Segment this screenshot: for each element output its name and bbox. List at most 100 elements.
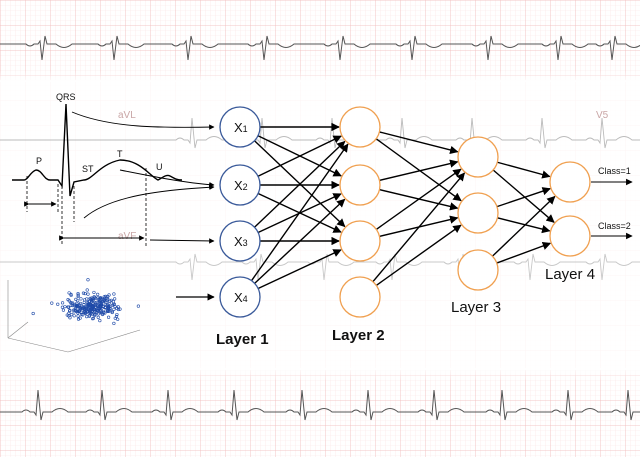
input-label-x1: X1 (234, 120, 248, 135)
scatter-point (89, 311, 93, 315)
scatter-point (83, 311, 87, 315)
scatter-point (92, 290, 96, 295)
l2-l3-edge-3-0 (372, 172, 466, 283)
input-node-x4: X4 (219, 276, 261, 318)
ecg-waveform (12, 103, 183, 197)
center-fade-panel (0, 80, 640, 370)
interval-arrows (24, 201, 145, 241)
scatter-point (93, 313, 97, 317)
scatter-point (107, 293, 111, 297)
scatter-point (67, 305, 71, 309)
layer2-node-4 (339, 276, 381, 318)
lead-label-avf: aVF (118, 231, 136, 242)
l1-l2-edge-3-1 (254, 198, 346, 284)
wave-label-u: U (156, 162, 163, 172)
scatter-point (85, 297, 89, 301)
scatter-point (107, 306, 111, 310)
ecg-trace-bottom (0, 389, 640, 421)
l2-l3-edge-3-1 (375, 224, 462, 286)
scatter-point (60, 301, 65, 305)
layer2-node-2 (339, 164, 381, 206)
scatter-point (79, 297, 83, 301)
scatter-point (96, 312, 101, 316)
scatter-point (81, 291, 86, 295)
l1-l2-edge-3-0 (250, 143, 349, 282)
feature-arrows (71, 111, 215, 301)
l3-l4-edge-0-0 (497, 161, 551, 179)
scatter-point (88, 305, 93, 309)
scatter-point (92, 303, 96, 307)
ecg-trace-middle-2 (0, 253, 640, 281)
scatter-point (106, 315, 111, 319)
scatter-point (114, 314, 119, 319)
input-label-x4: X4 (234, 290, 248, 305)
lead-label-v5: V5 (596, 110, 609, 121)
layer-label-2: Layer 2 (332, 327, 385, 344)
scatter-point (87, 302, 91, 307)
scatter-point (101, 312, 105, 317)
scatter-point (113, 305, 117, 309)
layer-label-4: Layer 4 (545, 266, 595, 283)
l3-l4-edge-2-0 (491, 195, 556, 257)
l3-l4-edge-2-1 (496, 241, 552, 264)
scatter-point (79, 310, 83, 314)
wave-label-st: ST (82, 164, 94, 174)
scatter-point (61, 308, 66, 312)
network-connections (250, 122, 556, 290)
scatter-point (111, 300, 116, 304)
scatter-point (69, 303, 73, 308)
scatter-point (116, 307, 121, 312)
l1-l2-edge-2-0 (254, 140, 346, 228)
scatter-point (96, 292, 100, 296)
l3-l4-edge-1-0 (496, 187, 551, 208)
scatter-point (95, 304, 100, 308)
scatter-point (96, 296, 100, 300)
scatter-point (85, 288, 89, 292)
scatter-point (98, 300, 102, 304)
scatter-point (118, 307, 122, 311)
l2-l3-edge-0-1 (375, 138, 462, 202)
l2-l3-edge-0-0 (379, 131, 459, 155)
scatter-point (31, 311, 35, 316)
layer2-node-3 (339, 220, 381, 262)
scatter-point (76, 291, 80, 296)
scatter-point (79, 305, 83, 309)
l1-l2-edge-1-0 (257, 135, 342, 177)
scatter-point (92, 304, 96, 308)
scatter-point (112, 321, 116, 325)
wave-label-qrs: QRS (56, 92, 76, 102)
scatter-point (108, 306, 113, 311)
scatter-point (100, 312, 104, 316)
scatter-point (103, 299, 107, 303)
ecg-waveform-annotation: QRS P ST T U (12, 92, 215, 301)
scatter-point (76, 304, 80, 308)
output-label-class1: Class=1 (598, 166, 631, 176)
scatter-point (103, 305, 107, 309)
l2-l3-edge-2-0 (375, 168, 462, 230)
scatter-axes (7, 280, 141, 353)
scatter-point (66, 298, 70, 302)
scatter-point (86, 278, 90, 282)
scatter-point (115, 312, 119, 317)
layer2-node-1 (339, 106, 381, 148)
input-label-x3: X3 (234, 234, 248, 249)
scatter-point (84, 304, 89, 308)
scatter-point (76, 294, 80, 299)
layer4-node-2 (549, 215, 591, 257)
scatter-point (91, 297, 95, 301)
scatter-point (86, 310, 90, 314)
scatter-point (69, 292, 73, 296)
scatter-point (113, 297, 117, 301)
scatter-point (72, 310, 76, 314)
layer4-node-1 (549, 161, 591, 203)
layer-label-3: Layer 3 (451, 299, 501, 316)
scatter-point (76, 314, 80, 318)
scatter-point (76, 299, 80, 303)
output-label-class2: Class=2 (598, 221, 631, 231)
scatter-point (72, 303, 77, 307)
scatter-points (31, 278, 140, 325)
lead-label-avl: aVL (118, 110, 136, 121)
scatter-point (107, 309, 111, 313)
